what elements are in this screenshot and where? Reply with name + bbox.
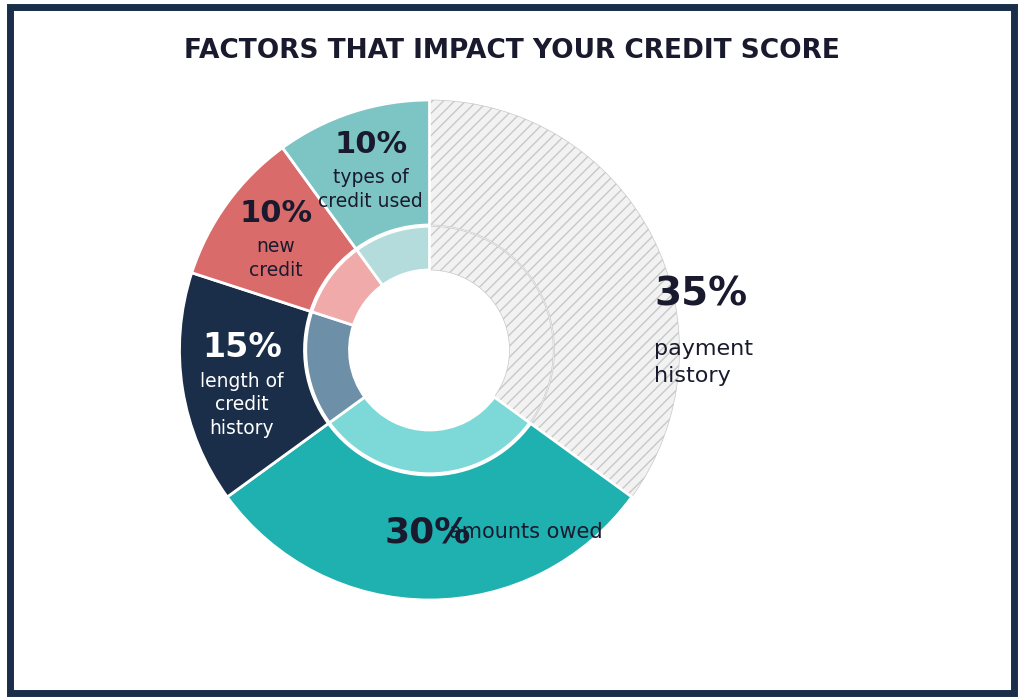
Text: payment
history: payment history	[654, 340, 754, 386]
Wedge shape	[179, 273, 329, 497]
Wedge shape	[306, 312, 365, 423]
Text: 15%: 15%	[202, 330, 282, 364]
Wedge shape	[191, 148, 356, 312]
Wedge shape	[429, 226, 553, 423]
Wedge shape	[311, 250, 383, 326]
Wedge shape	[356, 226, 429, 286]
Wedge shape	[283, 100, 429, 249]
Text: 30%: 30%	[384, 515, 471, 550]
Text: FACTORS THAT IMPACT YOUR CREDIT SCORE: FACTORS THAT IMPACT YOUR CREDIT SCORE	[184, 38, 840, 64]
Text: types of
credit used: types of credit used	[318, 168, 423, 211]
Text: 10%: 10%	[240, 199, 312, 228]
Text: new
credit: new credit	[249, 237, 303, 279]
Wedge shape	[330, 397, 529, 474]
Text: amounts owed: amounts owed	[450, 522, 603, 543]
Text: 10%: 10%	[334, 130, 408, 159]
Text: length of
credit
history: length of credit history	[200, 372, 284, 438]
Text: 35%: 35%	[654, 276, 748, 314]
Wedge shape	[429, 100, 680, 497]
Wedge shape	[227, 424, 632, 600]
